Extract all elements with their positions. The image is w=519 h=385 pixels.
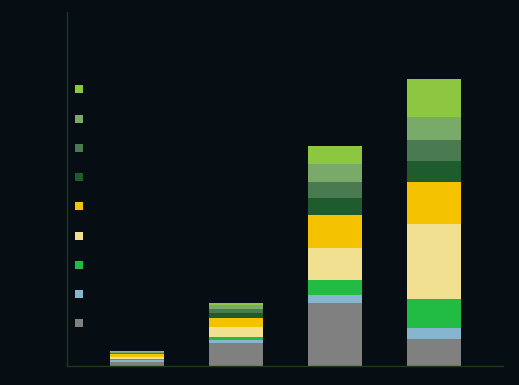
Bar xyxy=(308,248,362,280)
Bar xyxy=(110,353,164,354)
Bar xyxy=(407,182,461,224)
Bar xyxy=(110,355,164,357)
Bar xyxy=(308,198,362,215)
Bar xyxy=(407,224,461,299)
Bar xyxy=(110,352,164,353)
Bar xyxy=(209,309,263,313)
Bar xyxy=(308,215,362,248)
Bar xyxy=(308,295,362,303)
Bar xyxy=(110,351,164,352)
Bar xyxy=(407,79,461,117)
Bar xyxy=(308,164,362,182)
Bar xyxy=(407,117,461,140)
Bar xyxy=(407,339,461,366)
Bar xyxy=(110,359,164,360)
Bar xyxy=(110,357,164,359)
Bar xyxy=(209,303,263,305)
Bar xyxy=(308,303,362,366)
Bar xyxy=(209,340,263,343)
Bar xyxy=(110,362,164,366)
Bar xyxy=(308,280,362,295)
Bar xyxy=(407,140,461,161)
Bar xyxy=(308,182,362,198)
Bar xyxy=(407,328,461,339)
Bar xyxy=(209,327,263,336)
Bar xyxy=(308,146,362,164)
Bar xyxy=(209,318,263,327)
Bar xyxy=(209,343,263,366)
Bar xyxy=(407,161,461,182)
Bar xyxy=(407,299,461,328)
Bar xyxy=(209,305,263,309)
Bar xyxy=(110,360,164,362)
Bar xyxy=(209,336,263,340)
Bar xyxy=(209,313,263,318)
Bar xyxy=(110,354,164,355)
